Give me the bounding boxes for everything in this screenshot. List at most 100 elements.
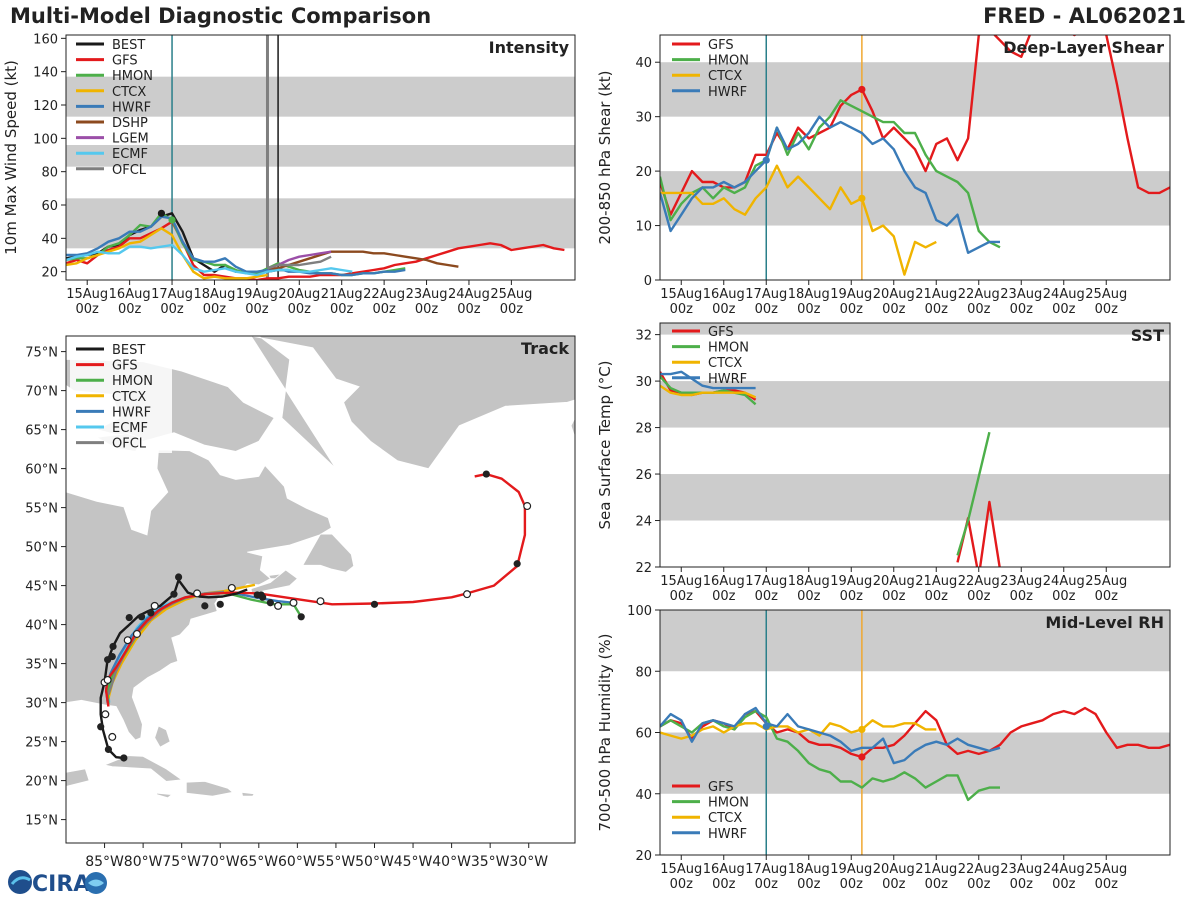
rh-legend-label-gfs: GFS: [708, 780, 734, 795]
track-xtick-label-2: 75°W: [162, 854, 201, 870]
shear-series-ctcx-line-2: [660, 164, 937, 276]
rh-xtick-day-3: 18Aug: [788, 862, 830, 877]
sst-xtick-day-4: 19Aug: [830, 574, 872, 589]
shear-marker-1: [762, 156, 770, 164]
track-filled-point-8: [147, 609, 155, 617]
rh-band-0: [660, 732, 1170, 794]
track-filled-point-1: [104, 745, 113, 754]
intensity-xtick-day-0: 15Aug: [66, 287, 108, 302]
shear-xtick-hour-4: 00z: [840, 302, 864, 317]
track-filled-point-0: [120, 754, 128, 762]
intensity-legend-label-gfs: GFS: [112, 54, 138, 69]
intensity-band-2: [66, 76, 575, 117]
track-open-point-8: [227, 583, 236, 592]
intensity-ytick-label-5: 120: [33, 99, 58, 114]
intensity-xtick-day-6: 21Aug: [321, 287, 363, 302]
rh-xtick-day-0: 15Aug: [660, 862, 702, 877]
rh-xtick-hour-4: 00z: [840, 877, 864, 892]
track-ytick-label-9: 60°N: [25, 463, 58, 478]
rh-marker-0: [858, 753, 866, 761]
shear-xtick-hour-5: 00z: [882, 302, 906, 317]
track-open-point-3: [108, 732, 117, 741]
intensity-xtick-hour-5: 00z: [288, 302, 312, 317]
sst-xtick-day-9: 24Aug: [1043, 574, 1085, 589]
track-legend-label-ctcx: CTCX: [112, 390, 146, 405]
intensity-series-gfs-line-1: [66, 220, 565, 280]
shear-legend-label-hmon: HMON: [708, 54, 749, 69]
sst-ytick-label-5: 32: [635, 329, 652, 344]
track-open-point-5: [132, 629, 141, 638]
intensity-legend-label-ecmf: ECMF: [112, 147, 148, 162]
track-land-iceland-edge: [570, 417, 575, 438]
shear-xtick-day-4: 19Aug: [830, 287, 872, 302]
track-title: Track: [521, 339, 569, 358]
track-ytick-label-10: 65°N: [25, 424, 58, 439]
track-xtick-label-3: 70°W: [201, 854, 240, 870]
sst-series-hwrf-line-5: [660, 370, 756, 390]
rh-xtick-hour-3: 00z: [797, 877, 821, 892]
track-ytick-label-4: 35°N: [25, 658, 58, 673]
sst-xtick-hour-4: 00z: [840, 589, 864, 604]
track-filled-point-6: [125, 613, 133, 622]
track-xtick-label-6: 55°W: [317, 854, 356, 870]
shear-xtick-hour-1: 00z: [712, 302, 736, 317]
track-ytick-label-8: 55°N: [25, 502, 58, 517]
intensity-xtick-day-2: 17Aug: [151, 287, 193, 302]
intensity-series-ecmf-line-7: [66, 243, 353, 277]
sst-xtick-hour-10: 00z: [1095, 589, 1119, 604]
rh-series-hwrf-line-3: [660, 706, 1001, 765]
sst-legend-label-hwrf: HWRF: [708, 372, 747, 387]
shear-xtick-hour-0: 00z: [670, 302, 694, 317]
track-xtick-label-9: 40°W: [432, 854, 471, 870]
track-filled-point-15: [259, 593, 267, 601]
track-open-point-0: [101, 710, 110, 719]
sst-frame: [659, 322, 1171, 568]
rh-xtick-hour-1: 00z: [712, 877, 736, 892]
intensity-xtick-day-1: 16Aug: [109, 287, 151, 302]
intensity-band-1: [66, 145, 575, 167]
rh-xtick-hour-2: 00z: [755, 877, 779, 892]
track-xtick-label-11: 30°W: [509, 854, 548, 870]
track-land-greenland: [250, 336, 575, 470]
intensity-series-ofcl-line-8: [267, 255, 332, 270]
shear-xtick-hour-8: 00z: [1010, 302, 1034, 317]
sst-xtick-day-10: 25Aug: [1085, 574, 1127, 589]
rh-title: Mid-Level RH: [1045, 613, 1164, 632]
sst-ytick-label-2: 26: [635, 468, 652, 483]
track-filled-point-7: [137, 613, 146, 621]
track-ytick-label-12: 75°N: [25, 346, 58, 361]
sst-band-2: [660, 323, 1170, 335]
track-filled-point-12: [216, 600, 224, 608]
track-panel: 85°W 80°W 75°W 70°W 65°W 60°W 55°W 50°W 45°W 40°W…: [25, 335, 576, 870]
track-open-point-2: [103, 675, 112, 684]
intensity-xtick-day-10: 25Aug: [490, 287, 532, 302]
intensity-xtick-hour-8: 00z: [415, 302, 439, 317]
rh-xtick-day-4: 19Aug: [830, 862, 872, 877]
intensity-xtick-hour-4: 00z: [245, 302, 269, 317]
intensity-plot-area: [66, 35, 575, 280]
rh-xtick-hour-5: 00z: [882, 877, 906, 892]
sst-series-ctcx-line-4: [660, 384, 757, 399]
track-xtick-label-7: 50°W: [355, 854, 394, 870]
track-legend-label-ecmf: ECMF: [112, 421, 148, 436]
shear-marker-0: [858, 85, 866, 94]
intensity-ytick-label-3: 80: [41, 166, 58, 181]
track-xtick-label-8: 45°W: [394, 854, 433, 870]
shear-series-hwrf-line-3: [660, 115, 1000, 255]
sst-ytick-label-4: 30: [635, 375, 652, 390]
track-filled-point-10: [174, 573, 183, 581]
logo-globe-swirl: [88, 879, 104, 887]
track-filled-point-16: [266, 599, 274, 607]
rh-marker-2: [762, 722, 770, 730]
sst-xtick-hour-8: 00z: [1010, 589, 1034, 604]
sst-xtick-hour-5: 00z: [882, 589, 906, 604]
shear-legend-label-hwrf: HWRF: [708, 85, 747, 100]
intensity-xtick-hour-9: 00z: [457, 302, 481, 317]
shear-frame: [659, 34, 1171, 281]
intensity-xtick-hour-10: 00z: [500, 302, 524, 317]
track-xtick-label-1: 80°W: [124, 854, 163, 870]
sst-xtick-hour-7: 00z: [967, 589, 991, 604]
rh-xtick-day-1: 16Aug: [703, 862, 745, 877]
intensity-panel: 2040608010012014016015Aug00z16Aug00z17Au…: [2, 32, 576, 317]
intensity-xtick-day-5: 20Aug: [278, 287, 320, 302]
